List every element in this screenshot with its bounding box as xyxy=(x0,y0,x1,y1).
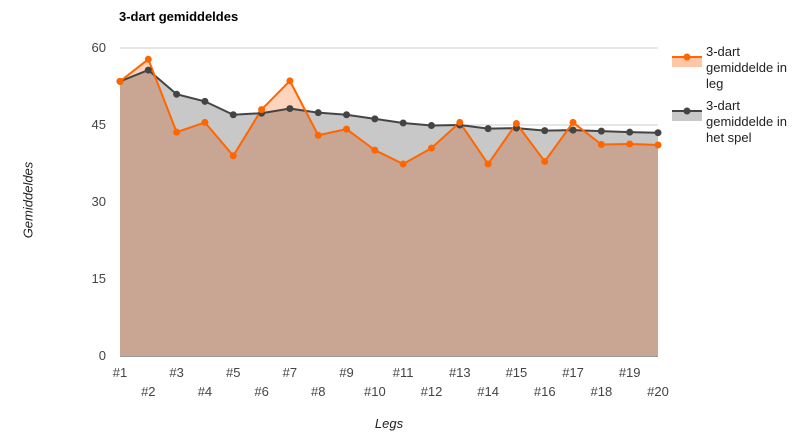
point-series-0-#18 xyxy=(597,141,605,149)
point-series-1-#7 xyxy=(286,105,294,113)
point-series-1-#14 xyxy=(484,125,492,133)
point-series-1-#12 xyxy=(427,122,435,130)
line-series-0 xyxy=(119,57,659,166)
point-series-1-#18 xyxy=(597,127,605,135)
x-axis-ticks: #1 #2 #3 #4 #5 #6 #7 #8 #9 #10 #11 #12 #13 #14 #15 #16 #… xyxy=(113,365,669,399)
point-series-0-#3 xyxy=(173,128,181,136)
x-tick-label: #20 xyxy=(647,384,669,399)
x-tick-label: #17 xyxy=(562,365,584,380)
x-tick-label: #3 xyxy=(169,365,183,380)
x-tick-label: #5 xyxy=(226,365,240,380)
point-series-1-#17 xyxy=(569,126,577,134)
legend-swatch-game xyxy=(672,107,702,121)
y-tick-label: 15 xyxy=(92,271,106,286)
point-series-0-#10 xyxy=(371,146,379,154)
point-series-0-#15 xyxy=(512,119,520,127)
y-axis-label: Gemiddeldes xyxy=(20,161,36,239)
x-tick-label: #6 xyxy=(254,384,268,399)
y-axis-ticks: 0 15 30 45 60 xyxy=(92,40,106,363)
point-series-0-#2 xyxy=(144,55,152,63)
series-areas xyxy=(120,59,658,356)
point-series-0-#8 xyxy=(314,131,322,139)
point-series-1-#16 xyxy=(541,127,549,135)
x-tick-label: #4 xyxy=(198,384,212,399)
x-tick-label: #18 xyxy=(591,384,613,399)
y-tick-label: 0 xyxy=(99,348,106,363)
x-tick-label: #10 xyxy=(364,384,386,399)
x-tick-label: #14 xyxy=(477,384,499,399)
legend-item-game[interactable]: 3-dart gemiddelde in het spel xyxy=(672,98,797,146)
x-tick-label: #12 xyxy=(421,384,443,399)
series-lines xyxy=(119,57,659,166)
point-series-1-#11 xyxy=(399,119,407,127)
point-series-0-#13 xyxy=(456,118,464,126)
y-tick-label: 45 xyxy=(92,117,106,132)
x-tick-label: #8 xyxy=(311,384,325,399)
point-series-0-#4 xyxy=(201,118,209,126)
point-series-0-#11 xyxy=(399,160,407,168)
legend-label-game: 3-dart gemiddelde in het spel xyxy=(706,98,787,145)
x-tick-label: #19 xyxy=(619,365,641,380)
y-tick-label: 30 xyxy=(92,194,106,209)
legend-swatch-leg xyxy=(672,53,702,67)
point-series-1-#19 xyxy=(626,128,634,136)
point-series-0-#12 xyxy=(427,144,435,152)
x-tick-label: #11 xyxy=(393,365,414,380)
point-series-0-#5 xyxy=(229,152,237,160)
point-series-0-#19 xyxy=(626,140,634,148)
point-series-0-#1 xyxy=(116,77,124,85)
point-series-1-#4 xyxy=(201,97,209,105)
legend-item-leg[interactable]: 3-dart gemiddelde in leg xyxy=(672,44,797,92)
point-series-1-#5 xyxy=(229,111,237,119)
x-tick-label: #2 xyxy=(141,384,155,399)
point-series-1-#10 xyxy=(371,115,379,123)
x-tick-label: #1 xyxy=(113,365,127,380)
point-series-0-#6 xyxy=(258,106,266,114)
point-series-1-#8 xyxy=(314,109,322,117)
x-tick-label: #15 xyxy=(506,365,528,380)
point-series-1-#2 xyxy=(144,66,152,74)
legend: 3-dart gemiddelde in leg 3-dart gemiddel… xyxy=(672,44,797,152)
point-series-0-#7 xyxy=(286,77,294,85)
point-series-1-#9 xyxy=(343,111,351,119)
point-series-1-#20 xyxy=(654,129,662,137)
point-series-0-#14 xyxy=(484,160,492,168)
x-tick-label: #9 xyxy=(339,365,353,380)
point-series-0-#16 xyxy=(541,157,549,165)
point-series-0-#20 xyxy=(654,141,662,149)
legend-label-leg: 3-dart gemiddelde in leg xyxy=(706,44,787,91)
point-series-1-#3 xyxy=(173,90,181,98)
y-tick-label: 60 xyxy=(92,40,106,55)
x-tick-label: #16 xyxy=(534,384,556,399)
x-axis-label: Legs xyxy=(374,416,404,431)
point-series-0-#17 xyxy=(569,118,577,126)
x-tick-label: #7 xyxy=(283,365,297,380)
x-tick-label: #13 xyxy=(449,365,471,380)
chart-title: 3-dart gemiddeldes xyxy=(119,9,239,24)
point-series-0-#9 xyxy=(343,125,351,133)
series-points xyxy=(116,55,662,168)
